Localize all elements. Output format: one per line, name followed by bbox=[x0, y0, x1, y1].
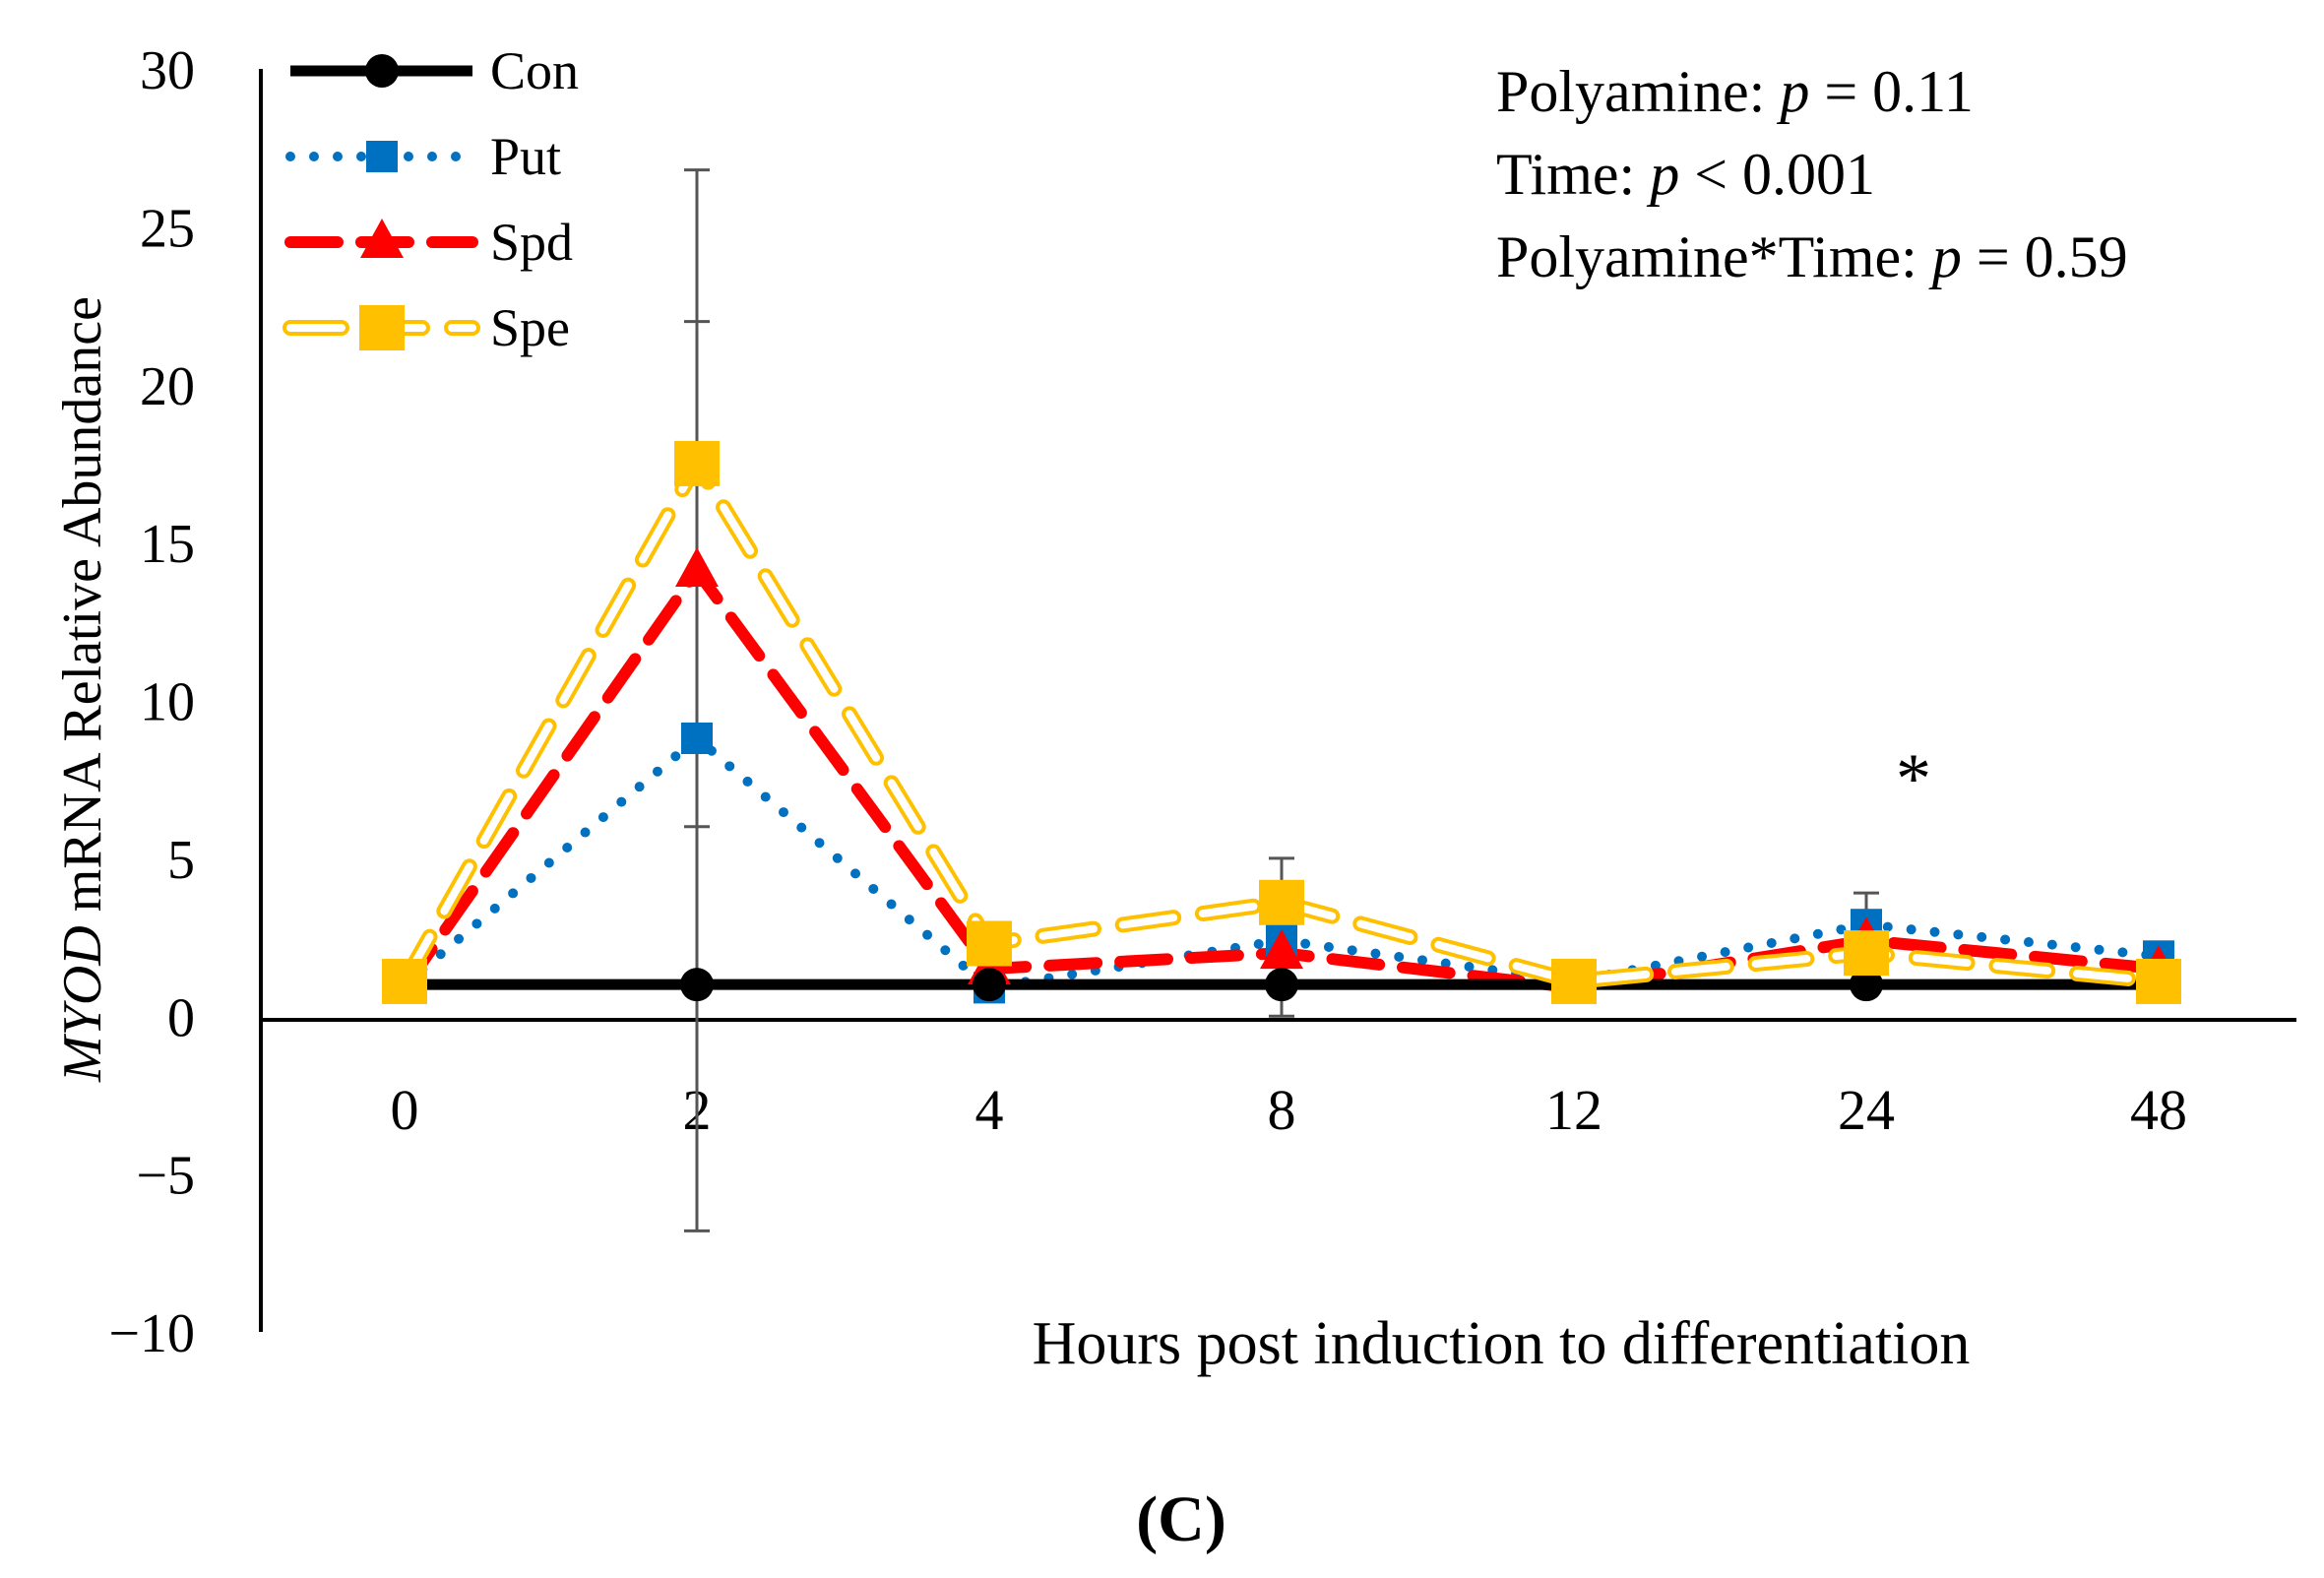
y-tick-labels: 30 25 20 15 10 5 0 −5 −10 bbox=[108, 40, 195, 1364]
stats-prefix: Time: bbox=[1496, 142, 1650, 207]
data-point-con bbox=[973, 968, 1006, 1002]
x-tick-label: 24 bbox=[1838, 1078, 1895, 1142]
data-point-spe bbox=[382, 958, 427, 1004]
legend-marker-con bbox=[365, 54, 399, 88]
data-point-spe bbox=[1844, 930, 1889, 977]
axes bbox=[259, 69, 2296, 1332]
data-point-con bbox=[1850, 968, 1883, 1002]
legend-label: Con bbox=[490, 41, 579, 100]
legend-item-put: Put bbox=[285, 127, 561, 186]
data-point-con bbox=[1265, 968, 1298, 1002]
stats-p: p bbox=[1928, 224, 1962, 289]
legend-item-spd: Spd bbox=[284, 213, 573, 272]
stats-line: Polyamine: p = 0.11 bbox=[1496, 59, 1974, 124]
y-tick-label: 5 bbox=[167, 830, 195, 891]
stats-prefix: Polyamine*Time: bbox=[1496, 224, 1932, 289]
panel-label: (C) bbox=[1136, 1483, 1226, 1555]
y-tick-label: −10 bbox=[108, 1303, 195, 1364]
error-bars bbox=[684, 168, 1879, 1232]
stats-value: < 0.001 bbox=[1679, 142, 1875, 207]
data-point-spd bbox=[1260, 929, 1303, 970]
y-axis-label-gene: MYOD bbox=[52, 925, 113, 1083]
y-tick-label: −5 bbox=[136, 1146, 195, 1207]
legend-item-con: Con bbox=[290, 41, 579, 100]
x-tick-label: 0 bbox=[391, 1078, 419, 1142]
stats-line: Polyamine*Time: p = 0.59 bbox=[1496, 224, 2128, 289]
data-point-spe bbox=[967, 920, 1012, 967]
x-tick-label: 4 bbox=[975, 1078, 1004, 1142]
y-tick-label: 10 bbox=[140, 672, 195, 733]
data-point-spe bbox=[2136, 958, 2181, 1004]
data-point-spe bbox=[1551, 958, 1597, 1004]
data-point-spd bbox=[675, 546, 719, 587]
legend-marker-spe bbox=[359, 305, 405, 350]
legend-label: Spe bbox=[490, 298, 570, 357]
stats-annotation: Polyamine: p = 0.11 Time: p < 0.001 Polyam… bbox=[1496, 59, 2128, 289]
y-tick-label: 25 bbox=[140, 198, 195, 259]
x-tick-label: 48 bbox=[2130, 1078, 2187, 1142]
legend-item-spe: Spe bbox=[283, 298, 570, 357]
legend-label: Put bbox=[490, 127, 561, 186]
y-tick-label: 0 bbox=[167, 987, 195, 1048]
stats-p: p bbox=[1646, 142, 1679, 207]
stats-line: Time: p < 0.001 bbox=[1496, 142, 1875, 207]
y-tick-label: 15 bbox=[140, 514, 195, 575]
y-axis-label-text: mRNA Relative Abundance bbox=[52, 296, 113, 925]
x-axis-label: Hours post induction to differentiation bbox=[1033, 1310, 1971, 1377]
stats-value: = 0.11 bbox=[1809, 59, 1974, 124]
legend-marker-spd bbox=[360, 219, 404, 258]
legend-marker-put bbox=[366, 141, 398, 172]
x-tick-label: 12 bbox=[1545, 1078, 1602, 1142]
significance-star: * bbox=[1896, 739, 1931, 818]
stats-value: = 0.59 bbox=[1962, 224, 2128, 289]
data-point-spe bbox=[1259, 879, 1304, 925]
data-point-put bbox=[681, 722, 713, 754]
y-tick-label: 30 bbox=[140, 40, 195, 101]
series-markers bbox=[382, 440, 2181, 1004]
stats-p: p bbox=[1776, 59, 1809, 124]
stats-prefix: Polyamine: bbox=[1496, 59, 1780, 124]
y-tick-label: 20 bbox=[140, 356, 195, 417]
x-tick-label: 8 bbox=[1268, 1078, 1296, 1142]
y-axis-label: MYOD mRNA Relative Abundance bbox=[52, 296, 113, 1083]
x-tick-labels: 0 2 4 8 12 24 48 bbox=[391, 1078, 2188, 1142]
data-point-con bbox=[680, 968, 714, 1002]
legend: Con Put Spd Spe bbox=[283, 41, 579, 357]
legend-label: Spd bbox=[490, 213, 573, 272]
data-point-spe bbox=[674, 440, 720, 486]
